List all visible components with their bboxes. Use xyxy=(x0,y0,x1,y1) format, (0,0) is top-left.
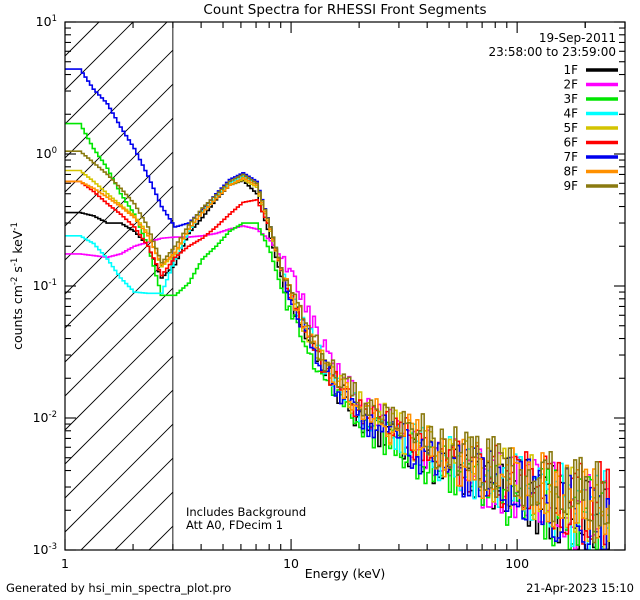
legend-label-6f: 6F xyxy=(563,136,578,150)
x-axis-tick-labels: 1 10 100 xyxy=(61,556,529,571)
svg-text:100: 100 xyxy=(36,146,57,161)
x-tick-label: 10 xyxy=(283,556,299,571)
chart-title: Count Spectra for RHESSI Front Segments xyxy=(203,2,486,18)
svg-text:10-3: 10-3 xyxy=(33,542,57,557)
svg-text:counts cm-2 s-1 keV-1: counts cm-2 s-1 keV-1 xyxy=(10,222,25,350)
footer-generator: Generated by hsi_min_spectra_plot.pro xyxy=(6,581,231,595)
legend-label-7f: 7F xyxy=(563,150,578,164)
y-axis-label-base1: counts cm xyxy=(10,285,25,350)
svg-text:10-1: 10-1 xyxy=(33,278,57,293)
y-tick-label: 10-2 xyxy=(33,410,57,425)
legend-item-5f[interactable]: 5F xyxy=(563,121,618,135)
y-axis-label: counts cm-2 s-1 keV-1 xyxy=(10,222,25,350)
y-tick-label: 101 xyxy=(36,14,57,29)
legend-item-9f[interactable]: 9F xyxy=(563,179,618,193)
svg-text:101: 101 xyxy=(36,14,57,29)
y-axis-label-base3: keV xyxy=(10,230,25,257)
x-tick-label: 1 xyxy=(61,556,69,571)
legend-label-8f: 8F xyxy=(563,165,578,179)
legend-label-9f: 9F xyxy=(563,179,578,193)
x-tick-label: 100 xyxy=(505,556,529,571)
spectra-curves xyxy=(65,68,610,550)
legend-item-3f[interactable]: 3F xyxy=(563,92,618,106)
spectrum-curve-4f xyxy=(65,175,610,550)
x-axis-label: Energy (keV) xyxy=(305,566,386,581)
background-note: Includes Background xyxy=(186,505,306,519)
attenuator-note: Att A0, FDecim 1 xyxy=(186,518,283,532)
footer-timestamp: 21-Apr-2023 15:10 xyxy=(526,581,634,595)
y-tick-label: 10-1 xyxy=(33,278,57,293)
y-axis-label-sup2: -1 xyxy=(10,258,20,266)
legend-item-7f[interactable]: 7F xyxy=(563,150,618,164)
y-axis-label-sup1: -2 xyxy=(10,277,20,285)
legend-item-1f[interactable]: 1F xyxy=(563,63,618,77)
y-tick-label: 100 xyxy=(36,146,57,161)
excluded-energy-hatch-region xyxy=(64,21,174,551)
legend-label-3f: 3F xyxy=(563,92,578,106)
legend-item-2f[interactable]: 2F xyxy=(563,78,618,92)
spectrum-curve-8f xyxy=(65,177,610,539)
legend-item-6f[interactable]: 6F xyxy=(563,136,618,150)
legend-item-8f[interactable]: 8F xyxy=(563,165,618,179)
spectrum-curve-9f xyxy=(65,150,610,544)
y-tick-label: 10-3 xyxy=(33,542,57,557)
legend-item-4f[interactable]: 4F xyxy=(563,107,618,121)
y-axis-label-sup3: -1 xyxy=(10,222,20,230)
legend-label-1f: 1F xyxy=(563,63,578,77)
axis-ticks xyxy=(64,21,626,551)
observation-time-range: 23:58:00 to 23:59:00 xyxy=(489,45,616,59)
legend-label-4f: 4F xyxy=(563,107,578,121)
observation-date: 19-Sep-2011 xyxy=(539,31,616,45)
y-axis-tick-labels: 101 100 10-1 10-2 10-3 xyxy=(33,14,57,557)
legend-label-2f: 2F xyxy=(563,78,578,92)
svg-text:10-2: 10-2 xyxy=(33,410,57,425)
y-axis-label-base2: s xyxy=(10,266,25,277)
legend-label-5f: 5F xyxy=(563,121,578,135)
